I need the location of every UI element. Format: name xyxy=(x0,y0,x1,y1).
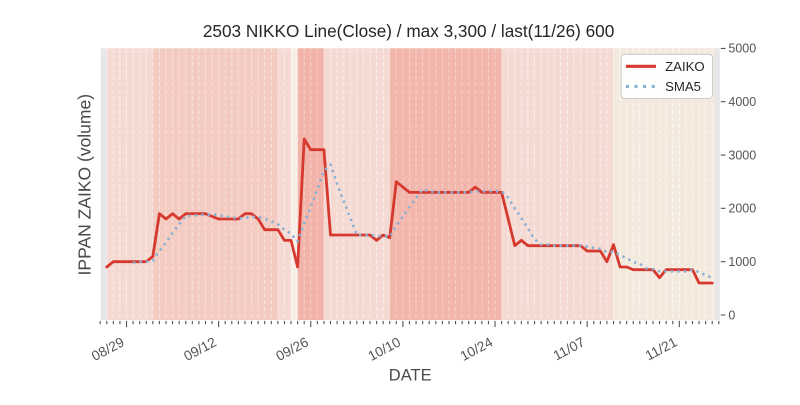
svg-text:0: 0 xyxy=(728,308,735,322)
svg-text:2503 NIKKO Line(Close) / max 3: 2503 NIKKO Line(Close) / max 3,300 / las… xyxy=(203,21,614,41)
svg-text:3000: 3000 xyxy=(728,148,756,162)
svg-text:DATE: DATE xyxy=(389,367,432,385)
svg-text:2000: 2000 xyxy=(728,202,756,216)
svg-text:IPPAN ZAIKO (volume): IPPAN ZAIKO (volume) xyxy=(75,94,95,276)
svg-text:1000: 1000 xyxy=(728,255,756,269)
svg-text:5000: 5000 xyxy=(728,42,756,56)
svg-text:ZAIKO: ZAIKO xyxy=(665,59,705,74)
svg-text:SMA5: SMA5 xyxy=(665,79,701,94)
svg-text:4000: 4000 xyxy=(728,95,756,109)
